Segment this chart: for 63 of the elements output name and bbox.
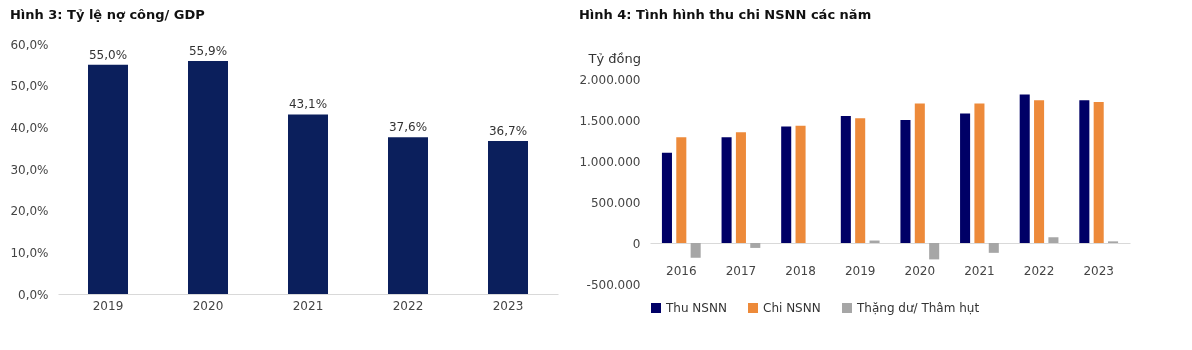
bar	[929, 243, 940, 260]
bar	[388, 137, 428, 294]
data-label: 55,0%	[88, 47, 128, 62]
bar	[661, 152, 672, 243]
y-tick-label: -500.000	[586, 277, 641, 292]
x-tick-label: 2016	[666, 263, 697, 278]
x-tick-label: 2021	[292, 298, 324, 313]
data-label: 43,1%	[288, 97, 328, 112]
x-tick-label: 2023	[492, 298, 524, 313]
bar	[988, 243, 999, 253]
bar	[974, 103, 985, 243]
legend-label: Chi NSNN	[763, 301, 821, 315]
bar	[840, 115, 851, 243]
bar	[795, 125, 806, 243]
y-tick-label: 30,0%	[10, 162, 49, 177]
y-tick-label: 60,0%	[10, 37, 49, 52]
y-tick-label: 0,0%	[18, 287, 49, 302]
bar	[288, 114, 328, 294]
chart-title: Hình 4: Tình hình thu chi NSNN các năm	[578, 7, 872, 22]
bar	[1079, 100, 1090, 243]
x-tick-label: 2017	[725, 263, 757, 278]
y-tick-label: 500.000	[590, 195, 641, 210]
bar	[690, 243, 701, 258]
bar	[1034, 100, 1045, 243]
x-tick-label: 2021	[964, 263, 995, 278]
legend-label: Thặng dư/ Thâm hụt	[856, 301, 980, 315]
x-tick-label: 2022	[1023, 263, 1055, 278]
bar	[960, 113, 971, 243]
bar	[88, 64, 128, 294]
x-tick-label: 2019	[844, 263, 876, 278]
legend-label: Thu NSNN	[665, 301, 727, 315]
bar	[855, 118, 866, 243]
bar	[900, 120, 911, 243]
y-tick-label: 10,0%	[10, 245, 49, 260]
x-tick-label: 2019	[92, 298, 124, 313]
bar	[750, 243, 761, 248]
bar	[1019, 94, 1030, 243]
bar	[735, 132, 746, 243]
x-tick-label: 2020	[192, 298, 224, 313]
y-tick-label: 1.500.000	[579, 113, 641, 128]
y-tick-label: 2.000.000	[579, 72, 641, 87]
bar	[488, 141, 528, 294]
y-tick-label: 0	[632, 236, 641, 251]
x-tick-label: 2023	[1083, 263, 1114, 278]
x-tick-label: 2022	[392, 298, 424, 313]
x-tick-label: 2020	[904, 263, 936, 278]
y-tick-label: 1.000.000	[579, 154, 641, 169]
bar	[188, 61, 228, 294]
y-tick-label: 40,0%	[10, 120, 49, 135]
data-label: 55,9%	[188, 44, 228, 59]
bar	[914, 103, 925, 243]
bar	[1048, 237, 1059, 243]
bar	[676, 137, 687, 243]
bar	[1093, 101, 1104, 243]
data-label: 36,7%	[488, 124, 528, 139]
bar	[781, 126, 792, 243]
y-tick-label: 20,0%	[10, 204, 49, 219]
y-axis-title: Tỷ đồng	[587, 50, 641, 66]
data-label: 37,6%	[388, 120, 428, 135]
x-tick-label: 2018	[785, 263, 816, 278]
chart-title: Hình 3: Tỷ lệ nợ công/ GDP	[9, 7, 205, 22]
y-tick-label: 50,0%	[10, 79, 49, 94]
bar	[721, 137, 732, 243]
